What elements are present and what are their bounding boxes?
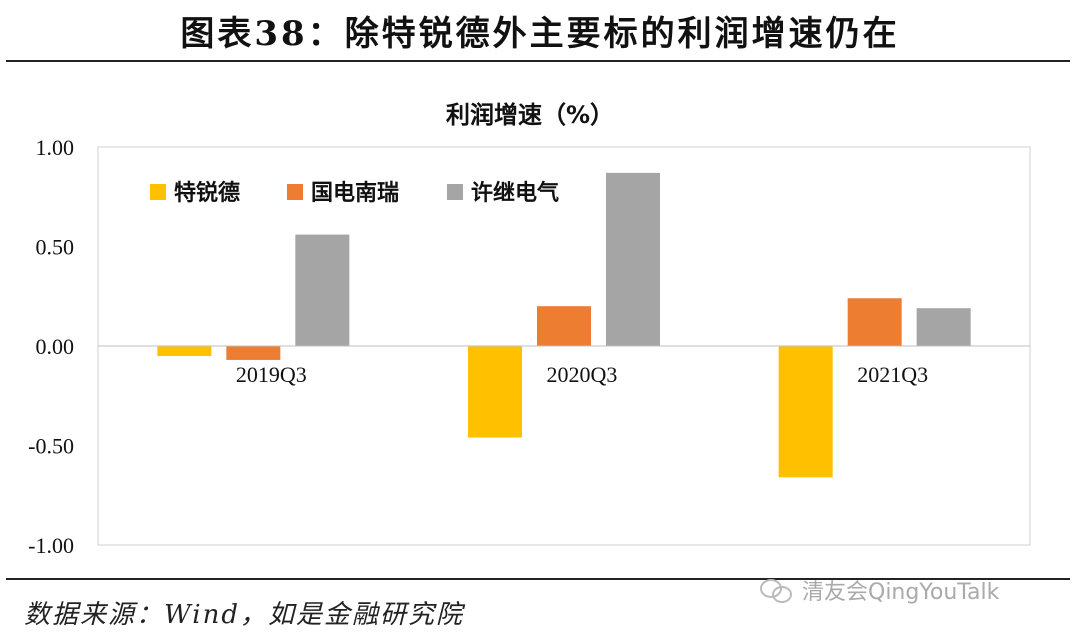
- watermark: 清友会QingYouTalk: [760, 574, 999, 606]
- chart-title: 利润增速（%）: [446, 101, 614, 129]
- bar-特锐德-2019Q3: [157, 346, 212, 356]
- y-tick-label: 0.00: [36, 334, 75, 359]
- bar-国电南瑞-2021Q3: [847, 298, 902, 346]
- bar-许继电气-2019Q3: [295, 234, 350, 346]
- legend-swatch: [287, 184, 303, 200]
- legend-label: 许继电气: [471, 180, 559, 206]
- bar-国电南瑞-2019Q3: [226, 346, 281, 360]
- category-label: 2019Q3: [236, 362, 307, 387]
- legend-label: 国电南瑞: [311, 181, 399, 206]
- y-tick-label: -1.00: [28, 533, 74, 558]
- bars-group: [157, 172, 971, 478]
- watermark-text: 清友会QingYouTalk: [802, 580, 1000, 605]
- footer-divider: [6, 578, 1070, 580]
- bar-特锐德-2020Q3: [468, 346, 522, 438]
- bar-许继电气-2020Q3: [606, 172, 660, 346]
- legend-label: 特锐德: [174, 180, 240, 206]
- y-tick-label: -0.50: [28, 434, 74, 459]
- legend-swatch: [150, 184, 166, 200]
- bar-特锐德-2021Q3: [778, 346, 833, 478]
- category-label: 2021Q3: [857, 362, 928, 387]
- y-tick-label: 0.50: [36, 235, 75, 260]
- legend-swatch: [447, 184, 463, 200]
- legend: 特锐德 国电南瑞 许继电气: [150, 180, 559, 206]
- bar-国电南瑞-2020Q3: [537, 306, 591, 346]
- x-axis: 2019Q3 2020Q3 2021Q3: [236, 362, 928, 387]
- bar-chart: 利润增速（%） 1.00 0.50 0.00 -0.50 -1.00 2019Q3 202…: [28, 101, 1031, 558]
- bar-许继电气-2021Q3: [916, 308, 971, 346]
- page-title: 图表38：除特锐德外主要标的利润增速仍在: [180, 14, 900, 54]
- title-divider: [6, 60, 1070, 62]
- wechat-icon: [760, 577, 794, 603]
- source-note: 数据来源：Wind，如是金融研究院: [24, 600, 464, 630]
- category-label: 2020Q3: [547, 362, 618, 387]
- y-axis: 1.00 0.50 0.00 -0.50 -1.00: [28, 135, 74, 558]
- y-tick-label: 1.00: [36, 135, 75, 160]
